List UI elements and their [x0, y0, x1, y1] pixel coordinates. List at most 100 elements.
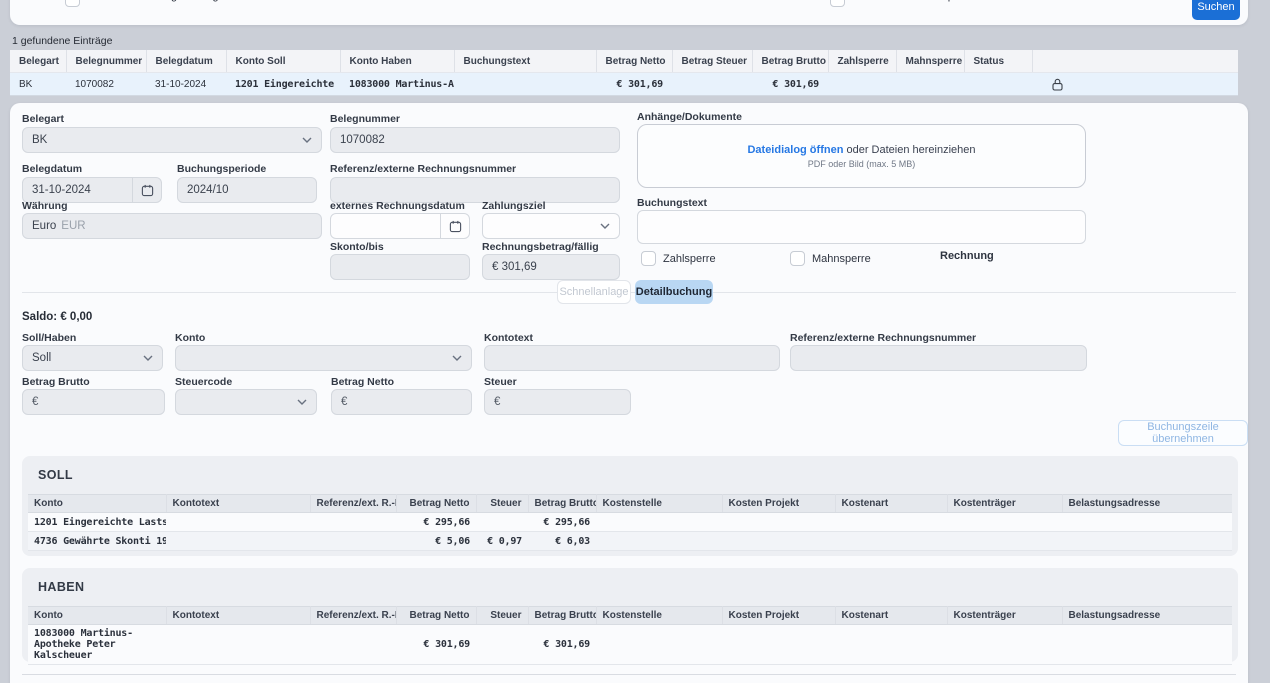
cell-kontotext [166, 624, 310, 665]
buchungstext-textarea[interactable] [637, 210, 1086, 244]
cell-kostenart [835, 512, 947, 532]
anhaenge-label: Anhänge/Dokumente [637, 111, 743, 123]
skonto-input[interactable] [330, 254, 470, 280]
waehrung-input[interactable]: Euro EUR [22, 213, 322, 239]
col-konto-haben[interactable]: Konto Haben [340, 50, 455, 73]
belegdatum-input[interactable]: 31-10-2024 [22, 177, 162, 203]
calendar-icon[interactable] [132, 177, 161, 203]
steuer-value: € [494, 396, 501, 408]
col-belegnummer[interactable]: Belegnummer [66, 50, 147, 73]
col-kostentraeger: Kostenträger [947, 606, 1063, 625]
file-dialog-link[interactable]: Dateidialog öffnen [747, 143, 844, 156]
buchungsperiode-input[interactable] [177, 177, 317, 203]
lock-icon [1052, 78, 1063, 91]
rechnungsbetrag-input[interactable] [482, 254, 620, 280]
cell-betrag-netto: € 295,66 [396, 512, 476, 532]
betrag-netto-input[interactable]: € [331, 389, 472, 415]
buchungszeile-uebernehmen-button[interactable]: Buchungszeile übernehmen [1118, 420, 1248, 446]
betrag-brutto-value: € [32, 396, 39, 408]
detail-referenz-label: Referenz/externe Rechnungsnummer [790, 332, 977, 344]
steuer-input[interactable]: € [484, 389, 631, 415]
haben-row[interactable]: 1083000 Martinus-Apotheke Peter Kalscheu… [28, 624, 1232, 665]
col-buchungstext[interactable]: Buchungstext [454, 50, 597, 73]
buchungstext-label: Buchungstext [637, 197, 708, 209]
cell-lock [1032, 72, 1238, 96]
belegnummer-input[interactable] [330, 127, 620, 153]
col-status[interactable]: Status [964, 50, 1033, 73]
cell-konto-haben: 1083000 Martinus-Apothe… [340, 72, 454, 96]
referenz-label: Referenz/externe Rechnungsnummer [330, 163, 517, 175]
results-header-row: Belegart Belegnummer Belegdatum Konto So… [10, 50, 1238, 73]
results-row-selected[interactable]: BK 1070082 31-10-2024 1201 Eingereichte … [10, 72, 1238, 96]
waehrung-value: Euro [32, 220, 57, 232]
soll-row[interactable]: 4736 Gewährte Skonti 19% € 5,06 € 0,97 €… [28, 531, 1232, 551]
cell-kostentraeger [947, 624, 1062, 665]
ext-rechnungsdatum-label: externes Rechnungsdatum [330, 200, 465, 212]
col-kontotext: Kontotext [166, 494, 311, 513]
col-kosten-projekt: Kosten Projekt [722, 606, 836, 625]
mahnsperre-label: Mahnsperre [812, 253, 871, 265]
cell-belegdatum: 31-10-2024 [146, 72, 226, 96]
col-belegdatum[interactable]: Belegdatum [146, 50, 227, 73]
filter2-checkbox[interactable] [830, 0, 845, 7]
detail-referenz-input[interactable] [790, 345, 1087, 371]
cell-betrag-steuer [672, 72, 752, 96]
betrag-brutto-input[interactable]: € [22, 389, 165, 415]
col-betrag-steuer[interactable]: Betrag Steuer [672, 50, 753, 73]
col-belastungsadresse: Belastungsadresse [1062, 606, 1232, 625]
zahlsperre-checkbox[interactable] [641, 251, 656, 266]
cell-kontotext [166, 512, 310, 532]
cell-konto: 4736 Gewährte Skonti 19% [28, 531, 166, 551]
cell-referenz [310, 512, 396, 532]
col-mahnsperre[interactable]: Mahnsperre [896, 50, 965, 73]
referenz-input[interactable] [330, 177, 620, 203]
kontotext-input[interactable] [484, 345, 780, 371]
filter1-checkbox[interactable] [65, 0, 80, 7]
cell-kosten-projekt [722, 531, 835, 551]
konto-select[interactable] [175, 345, 472, 371]
cell-kostenstelle [596, 531, 722, 551]
soll-title: SOLL [38, 468, 73, 482]
col-zahlsperre[interactable]: Zahlsperre [828, 50, 897, 73]
cell-belegart: BK [10, 72, 66, 96]
steuercode-select[interactable] [175, 389, 317, 415]
steuercode-label: Steuercode [175, 376, 233, 388]
cell-kostenstelle [596, 624, 722, 665]
ext-rechnungsdatum-input[interactable] [330, 213, 470, 239]
belegart-select[interactable]: BK [22, 127, 322, 153]
soll-row[interactable]: 1201 Eingereichte Lastschriften € 295,66… [28, 512, 1232, 532]
soll-haben-select[interactable]: Soll [22, 345, 163, 371]
col-betrag-brutto[interactable]: Betrag Brutto [752, 50, 829, 73]
bottom-divider [22, 674, 1236, 675]
col-konto-soll[interactable]: Konto Soll [226, 50, 341, 73]
chevron-down-icon [302, 137, 312, 143]
zahlungsziel-select[interactable] [482, 213, 620, 239]
cell-betrag-brutto: € 6,03 [528, 531, 596, 551]
col-belegart[interactable]: Belegart [10, 50, 67, 73]
col-konto: Konto [28, 606, 167, 625]
filter2-label: Alle Suchen verknüpfen [853, 0, 969, 2]
col-kostenart: Kostenart [835, 606, 948, 625]
calendar-icon[interactable] [440, 213, 469, 239]
cell-konto-soll: 1201 Eingereichte Lasts… [226, 72, 340, 96]
cell-kostenart [835, 624, 947, 665]
cell-konto: 1083000 Martinus-Apotheke Peter Kalscheu… [28, 624, 166, 665]
mahnsperre-checkbox[interactable] [790, 251, 805, 266]
tab-schnellanlage[interactable]: Schnellanlage [557, 280, 631, 304]
search-button[interactable]: Suchen [1192, 0, 1240, 20]
col-actions [1032, 50, 1238, 73]
file-dropzone[interactable]: Dateidialog öffnen oder Dateien hereinzi… [637, 124, 1086, 188]
results-table: Belegart Belegnummer Belegdatum Konto So… [10, 50, 1238, 96]
cell-betrag-netto: € 301,69 [396, 624, 476, 665]
chevron-down-icon [297, 399, 307, 405]
tab-detailbuchung[interactable]: Detailbuchung [635, 280, 713, 304]
col-betrag-netto: Betrag Netto [396, 606, 477, 625]
kontotext-label: Kontotext [484, 332, 533, 344]
upload-text: oder Dateien hereinziehen [846, 143, 976, 156]
col-kostenstelle: Kostenstelle [596, 606, 723, 625]
col-kostenstelle: Kostenstelle [596, 494, 723, 513]
col-betrag-netto[interactable]: Betrag Netto [596, 50, 673, 73]
waehrung-label: Währung [22, 200, 68, 212]
cell-betrag-netto: € 301,69 [596, 72, 672, 96]
cell-kosten-projekt [722, 512, 835, 532]
